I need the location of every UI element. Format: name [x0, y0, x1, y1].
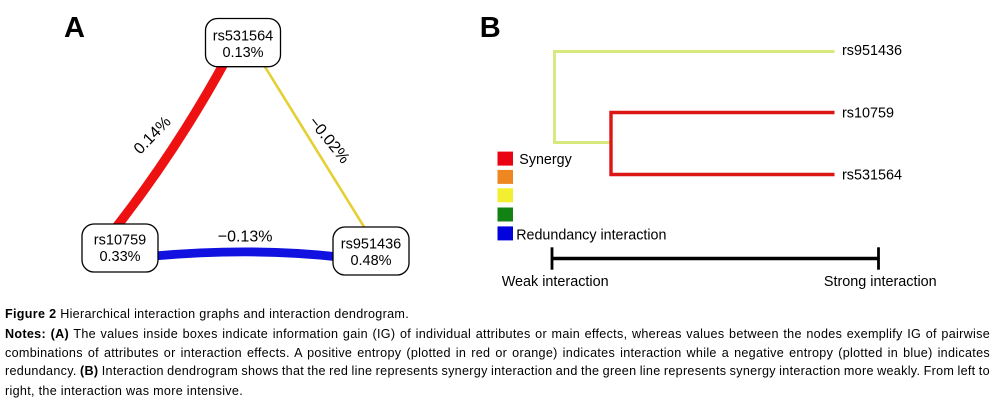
svg-text:A: A — [64, 12, 85, 44]
svg-text:0.48%: 0.48% — [350, 253, 391, 269]
svg-text:Redundancy interaction: Redundancy interaction — [516, 228, 666, 244]
svg-text:Synergy: Synergy — [519, 152, 572, 168]
svg-text:0.13%: 0.13% — [222, 45, 263, 61]
svg-text:rs951436: rs951436 — [341, 237, 401, 253]
svg-text:Weak interaction: Weak interaction — [502, 274, 609, 290]
svg-text:rs10759: rs10759 — [94, 233, 146, 249]
svg-text:rs10759: rs10759 — [842, 106, 894, 122]
svg-text:rs531564: rs531564 — [213, 29, 273, 45]
svg-text:0.33%: 0.33% — [99, 249, 140, 265]
svg-text:−0.13%: −0.13% — [218, 229, 273, 246]
svg-text:rs951436: rs951436 — [842, 43, 902, 59]
svg-text:B: B — [480, 12, 501, 44]
svg-text:Strong interaction: Strong interaction — [824, 274, 937, 290]
svg-text:rs531564: rs531564 — [842, 168, 902, 184]
